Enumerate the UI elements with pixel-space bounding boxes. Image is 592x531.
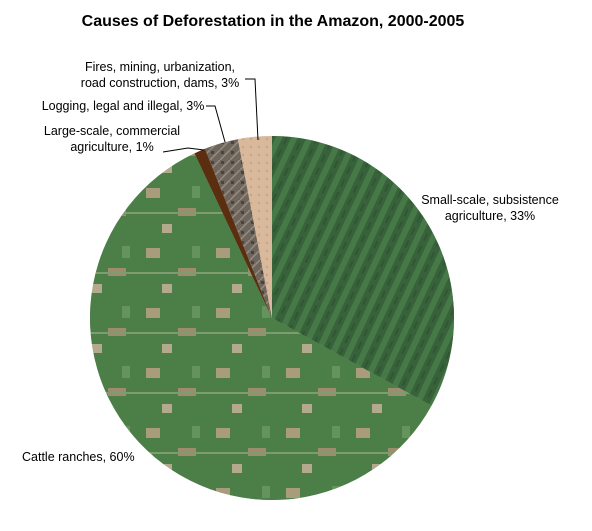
pie-slice-texture-1 (90, 153, 432, 500)
leader-line-3 (206, 105, 226, 143)
slice-labels: Small-scale, subsistence agriculture, 33%… (22, 60, 559, 464)
leader-line-2 (162, 147, 205, 153)
slice-label-line: Fires, mining, urbanization, (85, 60, 235, 74)
slice-label-line: agriculture, 1% (70, 140, 153, 154)
slice-label-line: Small-scale, subsistence (421, 193, 559, 207)
pie-slices (90, 136, 455, 500)
slice-label-line: Cattle ranches, 60% (22, 450, 135, 464)
slice-label-0: Small-scale, subsistence agriculture, 33% (421, 193, 559, 223)
pie-slice-2 (194, 148, 272, 318)
slice-label-1: Cattle ranches, 60% (22, 450, 135, 464)
slice-label-line: Large-scale, commercial (44, 124, 180, 138)
slice-label-line: Logging, legal and illegal, 3% (42, 99, 205, 113)
leader-lines (162, 78, 259, 153)
pie-slice-texture-0 (272, 136, 455, 406)
pie-slice-texture-3 (205, 139, 272, 318)
slice-label-line: road construction, dams, 3% (81, 76, 239, 90)
slice-label-line: agriculture, 33% (445, 209, 535, 223)
slice-label-2: Large-scale, commercial agriculture, 1% (44, 124, 180, 154)
slice-label-3: Logging, legal and illegal, 3% (42, 99, 205, 113)
chart-title: Causes of Deforestation in the Amazon, 2… (82, 13, 465, 30)
slice-label-4: Fires, mining, urbanization, road constru… (81, 60, 239, 90)
leader-line-4 (245, 78, 259, 141)
pie-slice-texture-4 (237, 136, 272, 318)
